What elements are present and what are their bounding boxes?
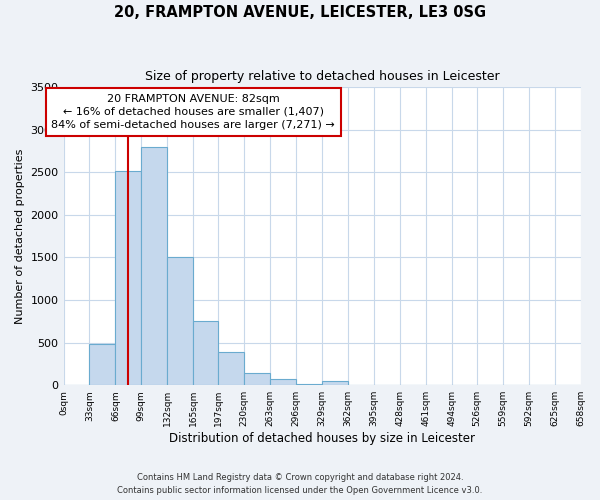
- Text: 20 FRAMPTON AVENUE: 82sqm
← 16% of detached houses are smaller (1,407)
84% of se: 20 FRAMPTON AVENUE: 82sqm ← 16% of detac…: [51, 94, 335, 130]
- Text: Contains HM Land Registry data © Crown copyright and database right 2024.
Contai: Contains HM Land Registry data © Crown c…: [118, 473, 482, 495]
- Bar: [89, 344, 115, 385]
- X-axis label: Distribution of detached houses by size in Leicester: Distribution of detached houses by size …: [169, 432, 475, 445]
- Bar: [270, 379, 296, 385]
- Bar: [115, 172, 142, 385]
- Title: Size of property relative to detached houses in Leicester: Size of property relative to detached ho…: [145, 70, 499, 83]
- Bar: [244, 373, 270, 385]
- Bar: [167, 256, 193, 385]
- Bar: [296, 384, 322, 385]
- Bar: [218, 352, 244, 385]
- Bar: [322, 380, 348, 385]
- Bar: [193, 322, 218, 385]
- Text: 20, FRAMPTON AVENUE, LEICESTER, LE3 0SG: 20, FRAMPTON AVENUE, LEICESTER, LE3 0SG: [114, 5, 486, 20]
- Y-axis label: Number of detached properties: Number of detached properties: [15, 148, 25, 324]
- Bar: [142, 146, 167, 385]
